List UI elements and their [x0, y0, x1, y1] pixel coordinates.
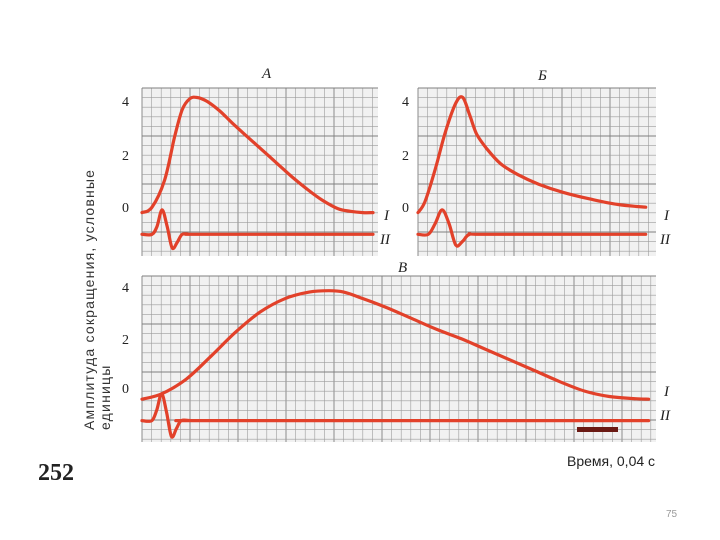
- panel-a-series-label-ii: II: [379, 232, 391, 248]
- time-scale-bar: [577, 427, 618, 432]
- panel-v-series-ii-curve: [140, 392, 651, 439]
- panel-b-plot-area: [418, 88, 656, 256]
- panel-b-series-i-curve: [416, 95, 648, 215]
- panel-v-ytick-2: 2: [122, 333, 129, 348]
- panel-b-grid: [417, 87, 656, 256]
- panel-a-plot-area: [142, 88, 378, 256]
- panel-a: А 4 2 0 I II: [122, 66, 391, 256]
- panel-a-ytick-2: 2: [122, 149, 129, 164]
- panel-v-grid: [141, 275, 656, 442]
- panel-b-ytick-2: 2: [402, 149, 409, 164]
- panel-v-series-i-curve: [140, 289, 651, 401]
- y-axis-label-line-1: Амплитуда сокращения, условные: [81, 169, 97, 430]
- panel-b-series-label-i: I: [663, 208, 670, 224]
- y-axis-label-line-2: единицы: [97, 364, 113, 430]
- panel-a-ytick-0: 0: [122, 201, 129, 216]
- panel-a-series-i-curve: [140, 95, 375, 215]
- panel-v-plot-area: [142, 276, 656, 442]
- panel-a-grid: [141, 87, 378, 256]
- panel-b-ytick-4: 4: [402, 95, 409, 110]
- book-page-number: 252: [38, 460, 74, 486]
- panel-a-series-label-i: I: [383, 208, 390, 224]
- panel-b-ytick-0: 0: [402, 201, 409, 216]
- panel-b-title: Б: [537, 68, 547, 84]
- panel-b-series-ii-curve: [416, 208, 648, 248]
- panel-v-ytick-4: 4: [122, 281, 129, 296]
- panel-a-series-ii-curve: [140, 208, 375, 251]
- x-axis-label: Время, 0,04 с: [567, 453, 655, 469]
- panel-a-ytick-4: 4: [122, 95, 129, 110]
- panel-b-series-label-ii: II: [659, 232, 671, 248]
- y-axis-label-group: Амплитуда сокращения, условные единицы: [81, 169, 113, 430]
- panel-v-ytick-0: 0: [122, 382, 129, 397]
- panel-b: Б 4 2 0 I II: [402, 68, 671, 256]
- panel-v-series-label-ii: II: [659, 408, 671, 424]
- panel-v-series-label-i: I: [663, 384, 670, 400]
- panel-v-title: В: [398, 260, 407, 276]
- slide-number: 75: [666, 509, 678, 520]
- panel-v: В 4 2 0 I II: [122, 260, 671, 442]
- panel-a-title: А: [261, 66, 272, 82]
